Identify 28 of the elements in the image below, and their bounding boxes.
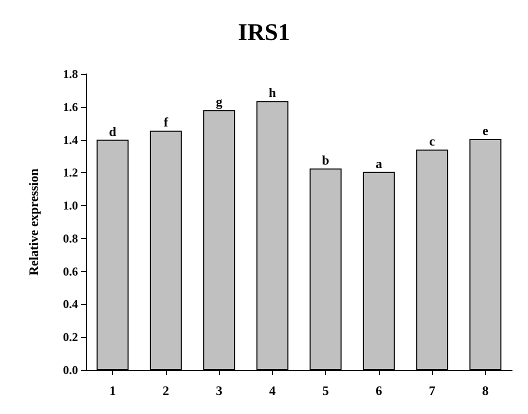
y-tick-label: 1.2 — [63, 166, 78, 180]
chart-title: IRS1 — [238, 20, 290, 46]
y-tick-label: 1.6 — [63, 100, 78, 114]
y-tick-label: 0.0 — [63, 363, 78, 377]
y-axis-title: Relative expression — [26, 168, 41, 276]
data-label: c — [429, 134, 436, 149]
data-label: d — [109, 124, 118, 139]
y-tick-label: 1.0 — [63, 198, 78, 213]
y-tick-label: 0.2 — [63, 330, 78, 344]
data-label: h — [268, 85, 277, 100]
x-tick-label: 7 — [428, 383, 436, 398]
x-tick-label: 2 — [162, 383, 170, 398]
x-tick-label: 1 — [109, 383, 116, 398]
data-label: f — [164, 114, 169, 130]
data-label: a — [376, 156, 383, 171]
data-label: g — [216, 94, 223, 110]
x-tick-label: 6 — [376, 383, 383, 398]
x-tick-label: 4 — [269, 383, 276, 398]
y-tick-label: 1.8 — [63, 67, 78, 81]
y-tick-label: 0.4 — [63, 297, 78, 312]
y-tick-label: 0.8 — [63, 231, 78, 246]
data-label: b — [322, 152, 330, 168]
x-tick-label: 8 — [482, 383, 490, 398]
data-label: e — [482, 122, 488, 138]
y-tick-label: 1.4 — [63, 132, 78, 147]
y-tick-label: 0.6 — [63, 264, 78, 278]
x-tick-label: 5 — [322, 383, 330, 398]
x-tick-label: 3 — [216, 383, 223, 398]
